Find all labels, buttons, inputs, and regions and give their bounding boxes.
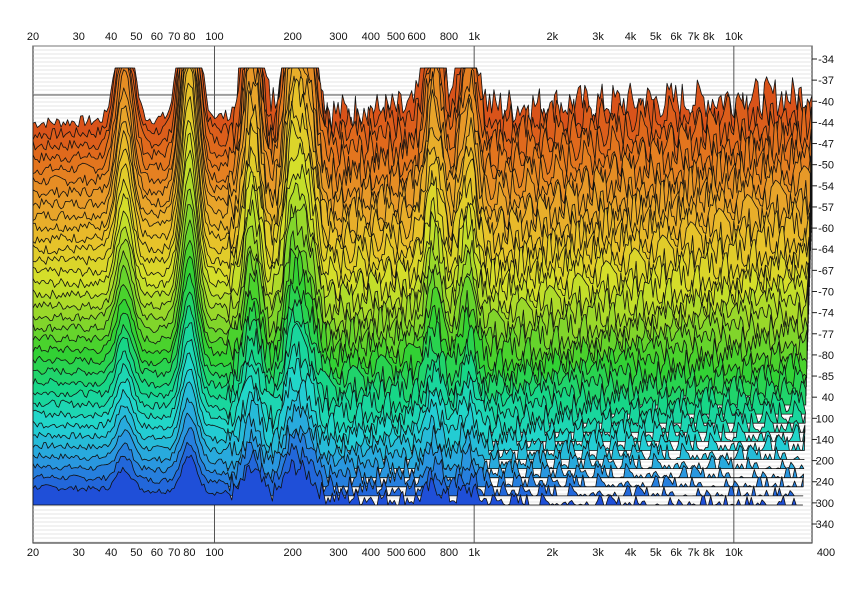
top-tick-label: 400 (362, 31, 380, 43)
right-tick-label: -37 (818, 75, 834, 87)
right-tick-label: -50 (818, 160, 834, 172)
waterfall-slice (32, 167, 809, 342)
top-tick-label: 80 (183, 31, 195, 43)
bottom-tick-label: 40 (105, 547, 117, 559)
waterfall-slice (32, 397, 805, 469)
bottom-tick-label: 3k (592, 547, 604, 559)
right-tick-label: -40 (818, 96, 834, 108)
waterfall-slice (32, 454, 803, 506)
bottom-tick-label: 400 (362, 547, 380, 559)
top-tick-label: 6k (670, 31, 682, 43)
bottom-tick-label: 20 (27, 547, 39, 559)
right-tick-label: -80 (818, 350, 834, 362)
waterfall-slice (32, 67, 810, 288)
right-tick-label: 240 (816, 477, 834, 489)
right-tick-label: -67 (818, 265, 834, 277)
bottom-tick-label: 30 (73, 547, 85, 559)
right-tick-label: -70 (818, 287, 834, 299)
right-tick-label: 300 (816, 498, 834, 510)
bottom-tick-label: 60 (151, 547, 163, 559)
right-tick-label: 200 (816, 456, 834, 468)
bottom-tick-label: 100 (205, 547, 223, 559)
bottom-tick-label: 2k (547, 547, 559, 559)
bottom-tick-label: 7k (688, 547, 700, 559)
bottom-tick-label: 600 (407, 547, 425, 559)
top-tick-label: 600 (407, 31, 425, 43)
waterfall-slice (32, 219, 808, 369)
bottom-tick-label: 300 (329, 547, 347, 559)
right-tick-label: 340 (816, 519, 834, 531)
right-tick-label: -57 (818, 202, 834, 214)
top-tick-label: 500 (387, 31, 405, 43)
top-tick-label: 30 (73, 31, 85, 43)
right-tick-label: -44 (818, 117, 834, 129)
right-tick-label: -60 (818, 223, 834, 235)
top-tick-label: 4k (625, 31, 637, 43)
bottom-tick-label: 50 (130, 547, 142, 559)
right-tick-label: -85 (818, 371, 834, 383)
waterfall-slice (32, 78, 810, 297)
bottom-tick-label: 8k (703, 547, 715, 559)
top-tick-label: 2k (547, 31, 559, 43)
waterfall-slice (32, 255, 807, 388)
right-tick-label: -77 (818, 329, 834, 341)
right-tick-label: -54 (818, 181, 834, 193)
right-tick-label: -34 (818, 54, 834, 66)
top-tick-label: 300 (329, 31, 347, 43)
waterfall-slice (32, 67, 811, 279)
top-tick-label: 1k (468, 31, 480, 43)
top-tick-label: 5k (650, 31, 662, 43)
waterfall-slice (32, 291, 807, 406)
bottom-tick-label: 800 (440, 547, 458, 559)
axis-layer: 20 30 40 50 60 70 80 100 200 300 400 500 600 800 1k 2k 3… (27, 31, 835, 559)
bottom-tick-label: 6k (670, 547, 682, 559)
waterfall-slice (32, 188, 808, 351)
bottom-tick-label: 4k (625, 547, 637, 559)
top-tick-label: 20 (27, 31, 39, 43)
right-tick-label: 100 (816, 413, 834, 425)
top-tick-label: 60 (151, 31, 163, 43)
bottom-tick-label: 1k (468, 547, 480, 559)
right-tick-label: -47 (818, 139, 834, 151)
top-tick-label: 8k (703, 31, 715, 43)
bottom-tick-label: 400 (817, 547, 835, 559)
top-tick-label: 40 (105, 31, 117, 43)
bottom-tick-label: 200 (283, 547, 301, 559)
bottom-tick-label: 5k (650, 547, 662, 559)
top-tick-label: 3k (592, 31, 604, 43)
top-tick-label: 7k (688, 31, 700, 43)
waterfall-slice (32, 305, 806, 415)
top-tick-label: 70 (168, 31, 180, 43)
right-tick-label: 40 (822, 392, 834, 404)
bottom-tick-label: 10k (725, 547, 743, 559)
top-tick-label: 100 (205, 31, 223, 43)
plot-layer (32, 67, 813, 506)
top-tick-label: 10k (725, 31, 743, 43)
right-tick-label: -64 (818, 244, 834, 256)
waterfall-slice (32, 132, 809, 324)
right-tick-label: -74 (818, 308, 834, 320)
bottom-tick-label: 500 (387, 547, 405, 559)
right-tick-label: 140 (816, 434, 834, 446)
bottom-tick-label: 80 (183, 547, 195, 559)
top-tick-label: 200 (283, 31, 301, 43)
top-tick-label: 800 (440, 31, 458, 43)
waterfall-slice (32, 119, 810, 315)
bottom-tick-label: 70 (168, 547, 180, 559)
top-tick-label: 50 (130, 31, 142, 43)
